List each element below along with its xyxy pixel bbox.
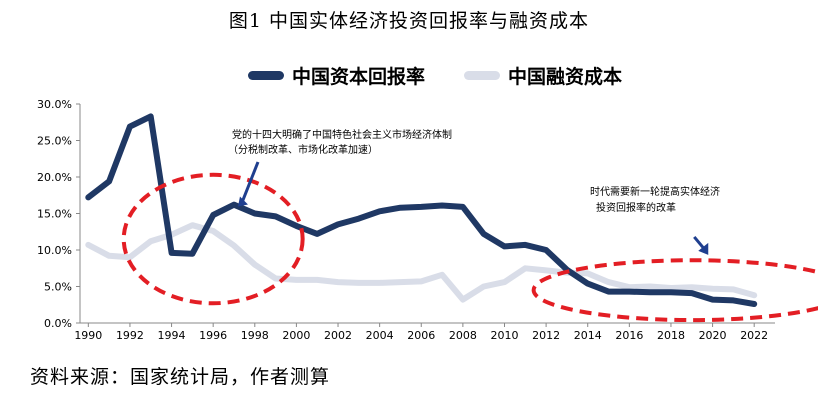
x-tick-label: 1992: [116, 329, 144, 342]
annotation-arrow-shaft-2: [693, 235, 706, 250]
source-note: 资料来源：国家统计局，作者测算: [30, 366, 331, 388]
y-tick-label: 25.0%: [37, 135, 72, 148]
y-tick-label: 0.0%: [44, 317, 72, 330]
series-line-return: [85, 113, 758, 307]
series-line-cost: [85, 222, 758, 303]
highlight-circles: [121, 172, 818, 323]
x-tick-label: 2020: [699, 329, 727, 342]
x-tick-label: 2012: [532, 329, 560, 342]
y-tick-label: 15.0%: [37, 208, 72, 221]
legend-swatch-cost: [464, 71, 500, 80]
x-tick-label: 2014: [574, 329, 602, 342]
highlight-ellipse-2: [531, 258, 818, 323]
annotation-line: 投资回报率的改革: [596, 201, 676, 214]
y-tick-label: 30.0%: [37, 98, 72, 111]
x-tick-label: 2006: [407, 329, 435, 342]
x-tick-label: 1996: [199, 329, 227, 342]
annotation-reform-1992: 党的十四大明确了中国特色社会主义市场经济体制 （分税制改革、市场化改革加速）: [228, 128, 452, 156]
x-tick-label: 1998: [241, 329, 269, 342]
series-lines: [85, 113, 758, 307]
annotation-reform-needed: 时代需要新一轮提高实体经济投资回报率的改革: [590, 185, 720, 214]
x-tick-label: 2004: [366, 329, 394, 342]
x-tick-label: 1994: [158, 329, 186, 342]
x-tick-label: 2022: [740, 329, 768, 342]
x-tick-label: 2010: [490, 329, 518, 342]
annotation-line: 时代需要新一轮提高实体经济: [590, 185, 720, 198]
legend-swatch-return: [248, 71, 284, 80]
annotations: 党的十四大明确了中国特色社会主义市场经济体制 （分税制改革、市场化改革加速） 时代需…: [228, 128, 720, 255]
annotation-line: （分税制改革、市场化改革加速）: [228, 143, 378, 156]
axes: 0.0% 5.0% 10.0% 15.0% 20.0% 25.0% 30.0% 1990 199…: [37, 98, 775, 342]
highlight-ellipse-1: [121, 172, 305, 306]
y-tick-label: 10.0%: [37, 244, 72, 257]
annotation-arrowhead-1: [237, 196, 248, 207]
x-tick-label: 1990: [74, 329, 102, 342]
x-tick-label: 2016: [615, 329, 643, 342]
chart-title: 图1 中国实体经济投资回报率与融资成本: [228, 10, 590, 32]
x-tick-label: 2008: [449, 329, 477, 342]
y-tick-label: 5.0%: [44, 281, 72, 294]
annotation-line: 党的十四大明确了中国特色社会主义市场经济体制: [232, 128, 452, 141]
y-tick-label: 20.0%: [37, 171, 72, 184]
legend-label-return: 中国资本回报率: [292, 66, 426, 88]
x-tick-label: 2002: [324, 329, 352, 342]
legend-label-cost: 中国融资成本: [508, 66, 623, 88]
x-tick-label: 2000: [282, 329, 310, 342]
annotation-arrowhead-2: [698, 242, 709, 255]
annotation-arrow-shaft-1: [240, 161, 260, 204]
x-tick-label: 2018: [657, 329, 685, 342]
